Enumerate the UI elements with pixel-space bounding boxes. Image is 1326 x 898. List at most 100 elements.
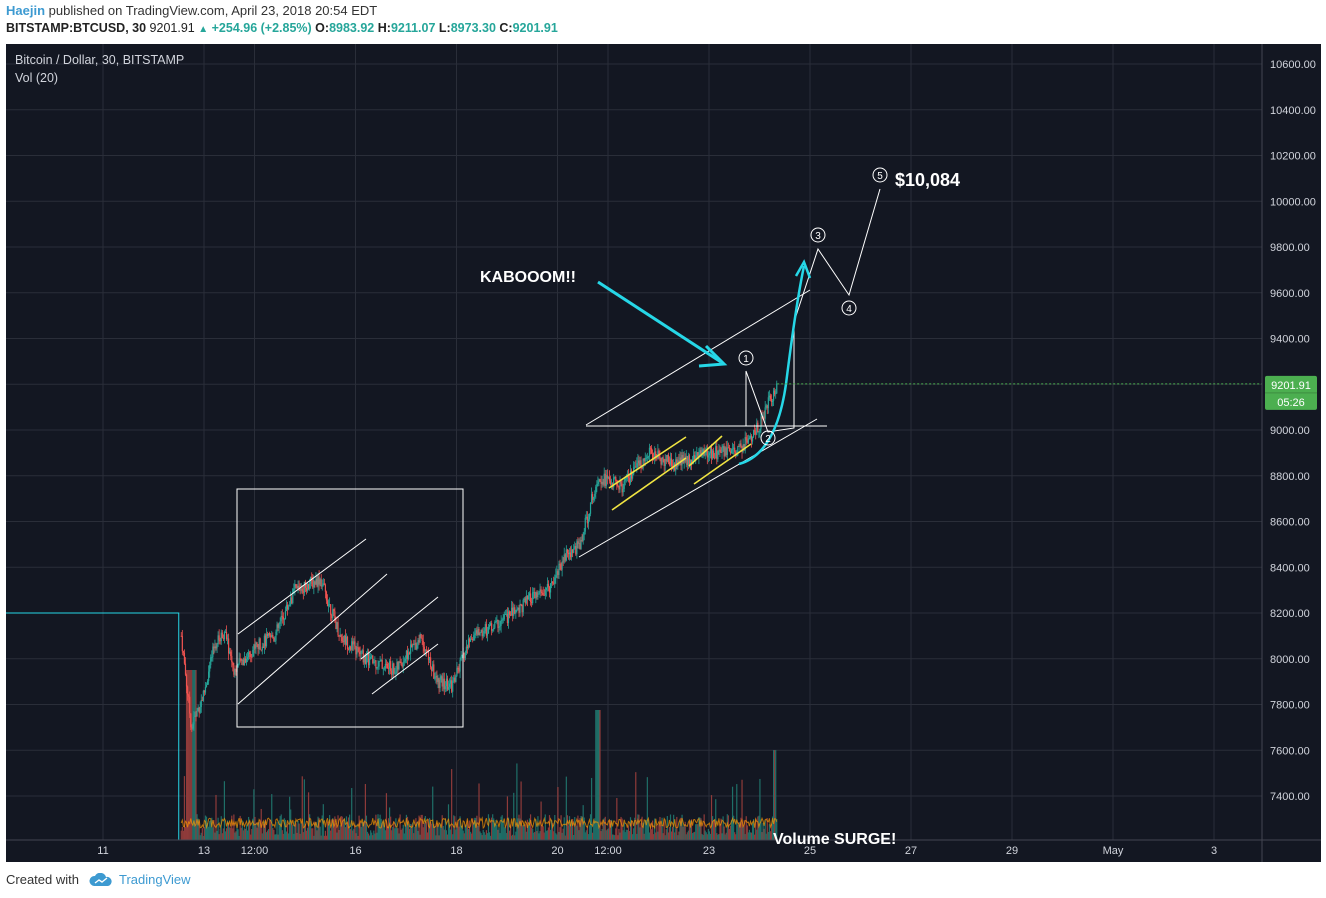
candle-body	[630, 470, 633, 479]
author-link[interactable]: Haejin	[6, 3, 46, 18]
candle-body	[255, 642, 257, 649]
volume-bar	[562, 828, 564, 840]
candle-body	[280, 615, 282, 622]
volume-bar	[293, 833, 295, 840]
candle-body	[552, 581, 554, 584]
volume-bar	[733, 815, 735, 840]
candle-body	[405, 650, 408, 660]
volume-bar	[502, 821, 504, 840]
volume-bar	[267, 829, 270, 840]
candle-body	[403, 661, 405, 663]
tradingview-link[interactable]: TradingView	[118, 872, 191, 887]
volume-bar	[665, 829, 667, 840]
candle-body	[317, 576, 319, 587]
volume-bar	[507, 817, 510, 840]
volume-bar	[598, 710, 600, 840]
candle-body	[307, 583, 310, 589]
volume-bar	[509, 824, 512, 840]
volume-bar	[332, 818, 334, 840]
volume-bar	[466, 820, 469, 840]
volume-bar	[606, 829, 608, 840]
candle-body	[225, 632, 228, 639]
volume-bar	[714, 819, 716, 840]
candle-body	[398, 661, 400, 670]
volume-bar	[320, 835, 322, 840]
candle-body	[586, 516, 588, 524]
price-tick-label: 9000.00	[1270, 425, 1310, 437]
volume-bar	[504, 826, 506, 840]
price-axis[interactable]: 10600.00 10400.00 10200.00 10000.00 9800.00 9…	[1261, 44, 1316, 862]
volume-bar	[186, 670, 189, 840]
candle-body	[644, 458, 646, 462]
volume-bar	[419, 834, 421, 840]
volume-bar	[538, 833, 540, 840]
candle-body	[439, 679, 441, 689]
volume-bar	[709, 833, 712, 840]
volume-bar	[451, 769, 453, 840]
volume-bar	[737, 824, 739, 840]
volume-bar	[662, 833, 664, 840]
volume-bar	[642, 822, 644, 840]
candle-body	[395, 671, 397, 674]
volume-bar	[549, 829, 552, 840]
candle-body	[379, 660, 381, 662]
candle-body	[448, 683, 451, 687]
candle-body	[623, 480, 625, 489]
volume-bar	[373, 830, 375, 840]
candle-body	[666, 454, 668, 462]
candle-body	[434, 677, 436, 679]
volume-bar	[339, 825, 341, 840]
chart-area[interactable]: 10600.00 10400.00 10200.00 10000.00 9800.00 9…	[6, 44, 1321, 862]
volume-bar	[576, 825, 578, 840]
price-chart[interactable]: 10600.00 10400.00 10200.00 10000.00 9800.00 9…	[6, 44, 1321, 862]
volume-bar	[443, 829, 445, 840]
volume-bar	[271, 794, 273, 840]
volume-bar	[553, 831, 555, 840]
candle-body	[478, 628, 480, 636]
volume-bar	[276, 822, 278, 840]
candle-body	[468, 638, 471, 642]
volume-bar	[344, 827, 346, 840]
candle-body	[228, 638, 230, 654]
volume-bar	[201, 828, 203, 840]
volume-bar	[214, 832, 216, 840]
candle-body	[716, 446, 718, 460]
candle-body	[533, 592, 535, 593]
candle-body	[355, 646, 357, 655]
candle-body	[364, 654, 366, 664]
candle-body	[400, 661, 402, 665]
candle-body	[443, 678, 445, 690]
candle-body	[669, 458, 672, 465]
candle-body	[641, 467, 643, 469]
candle-body	[477, 628, 479, 635]
price-tick-label: 7600.00	[1270, 745, 1310, 757]
candle-body	[424, 649, 426, 652]
volume-bar	[713, 820, 715, 840]
volume-bar	[445, 830, 447, 840]
volume-bar	[281, 830, 283, 840]
candle-body	[198, 707, 200, 713]
volume-bar	[285, 831, 288, 840]
volume-bar	[246, 830, 249, 840]
volume-bar	[567, 825, 570, 840]
volume-bar	[401, 828, 403, 840]
candle-body	[581, 539, 583, 542]
open-label: O:	[315, 21, 330, 35]
time-axis[interactable]: 11 13 12:00 16 18 20 12:00 23 25 27 29 May 3	[6, 839, 1321, 857]
candle-body	[756, 422, 758, 435]
footer: Created with TradingView	[6, 872, 191, 887]
candle-body	[390, 661, 392, 671]
volume-bar	[633, 828, 635, 840]
candle-body	[296, 586, 298, 589]
volume-bar	[474, 817, 476, 840]
volume-bar	[192, 670, 194, 840]
candle-body	[541, 591, 543, 593]
volume-bar	[578, 830, 580, 840]
candle-body	[393, 663, 395, 674]
candle-body	[565, 549, 567, 561]
candle-body	[679, 457, 681, 464]
candle-body	[428, 657, 431, 660]
candle-body	[221, 632, 223, 639]
volume-bar	[296, 832, 298, 840]
volume-bar	[404, 825, 406, 840]
